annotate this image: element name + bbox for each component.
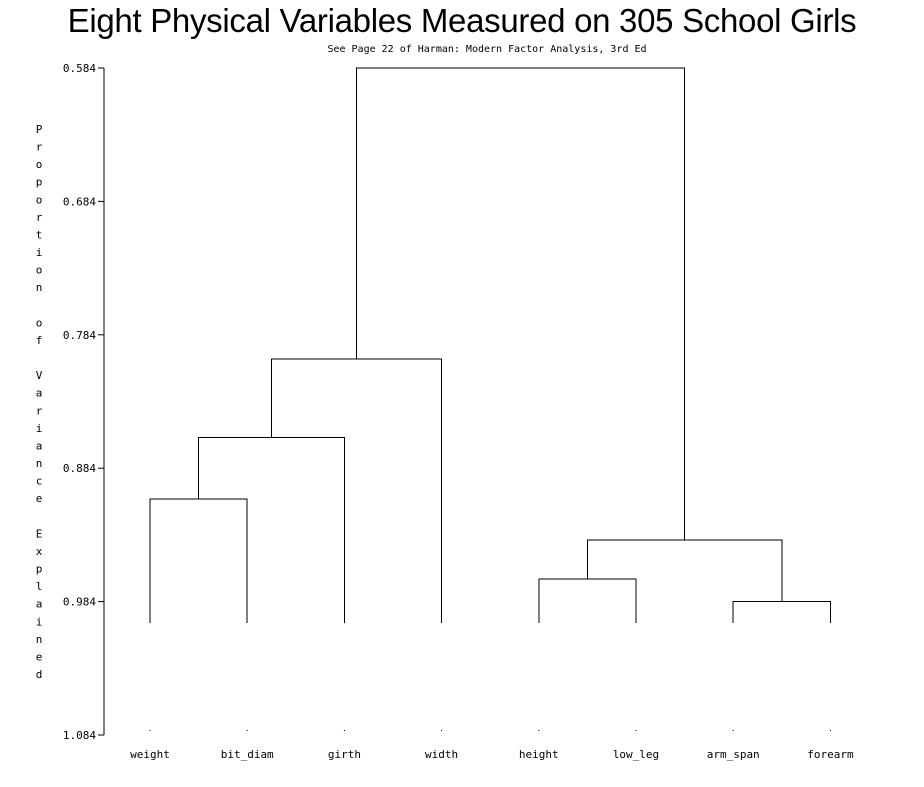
y-tick-label: 0.784 (63, 329, 96, 342)
dendrogram-link-7 (356, 67, 686, 541)
y-tick-label: 0.684 (63, 195, 96, 208)
leaf-label-girth: girth (328, 748, 361, 761)
dendrogram-link-2 (732, 601, 831, 623)
leaf-label-bit-diam: bit_diam (221, 748, 274, 761)
chart-title: Eight Physical Variables Measured on 305… (67, 2, 857, 39)
dendrogram-link-1 (149, 498, 248, 623)
dendrogram-link-6 (271, 358, 443, 623)
dendrogram-link-3 (538, 578, 637, 623)
dendrogram-link-4 (586, 539, 783, 602)
leaf-label-height: height (519, 748, 559, 761)
dendrogram-links (149, 67, 831, 623)
y-tick-label: 1.084 (63, 729, 96, 742)
y-axis: 0.584 0.684 0.784 0.884 0.984 1.084 (63, 62, 105, 742)
leaf-label-arm-span: arm_span (707, 748, 760, 761)
leaf-label-forearm: forearm (807, 748, 854, 761)
y-tick-label: 0.884 (63, 462, 96, 475)
leaf-label-weight: weight (130, 748, 170, 761)
chart-subtitle: See Page 22 of Harman: Modern Factor Ana… (327, 44, 647, 55)
y-tick-label: 0.984 (63, 596, 96, 609)
dendrogram-link-5 (198, 437, 345, 623)
leaf-label-low-leg: low_leg (613, 748, 659, 761)
y-tick-label: 0.584 (63, 62, 96, 75)
leaf-labels: weight bit_diam girth width height low_leg arm… (130, 730, 854, 761)
leaf-label-width: width (425, 748, 458, 761)
